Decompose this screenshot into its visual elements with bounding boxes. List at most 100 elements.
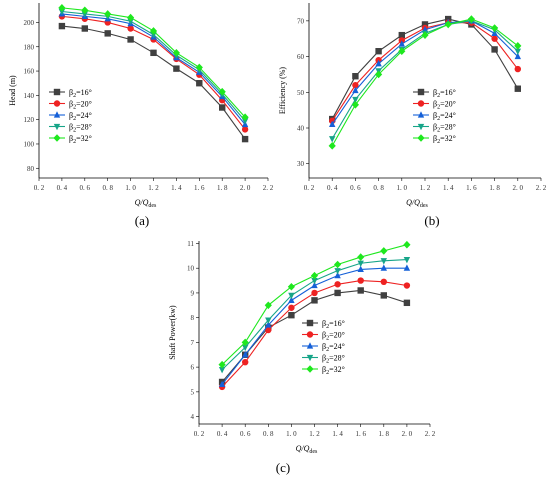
data-point [398,31,405,39]
y-tick-label: 11 [187,240,194,248]
data-point [150,31,157,39]
head-chart-panel: 0. 2 0. 4 0. 6 0. 8 1. 0 1. 2 1. 4 1. 6 1. 8 2. 0… [8,3,274,228]
x-tick-label: 1. 6 [355,430,366,438]
x-tick-label: 1. 0 [125,184,136,192]
legend-marker [53,100,61,107]
data-point [357,277,364,284]
legend-marker [306,319,314,327]
y-tick-label: 4 [191,413,195,421]
y-tick-label: 9 [191,289,195,297]
y-axis-label: Shaft Power(kw) [168,305,177,360]
x-tick-label: 2. 2 [536,184,547,192]
x-tick-label: 0. 6 [240,430,251,438]
data-point [334,268,341,275]
data-point [127,25,134,32]
data-point [491,24,499,32]
y-tick-label: 6 [191,364,195,372]
data-point [81,6,89,15]
data-point [403,256,411,264]
data-point [514,52,521,60]
x-axis-label: Q/Qdes [296,444,318,455]
data-point [514,65,521,73]
data-point [127,36,134,43]
data-point [265,326,272,334]
legend-label: β2=32° [69,134,92,145]
legend-marker [306,331,314,338]
data-point [403,299,411,307]
legend-marker [53,111,61,118]
x-tick-label: 1. 8 [489,184,500,192]
data-point [241,135,249,143]
legend-label: β2=24° [322,342,345,353]
data-point [104,10,112,18]
data-point [264,301,272,310]
legend-marker [306,365,314,373]
x-tick-label: 1. 2 [420,184,431,192]
data-point [311,297,318,304]
data-point [334,271,341,279]
x-tick-label: 1. 0 [286,430,297,438]
data-point [352,96,359,104]
x-tick-label: 1. 4 [171,184,182,192]
legend-label: β2=32° [322,365,345,376]
x-tick-label: 1. 8 [379,430,390,438]
data-point [421,21,429,28]
x-tick-label: 0. 6 [80,184,91,192]
data-point [357,253,365,261]
data-point [375,59,382,67]
series-line-1 [221,280,407,388]
data-point [329,120,336,128]
data-point [127,18,134,26]
y-tick-label: 30 [297,160,305,168]
legend-marker [306,342,314,349]
legend-marker [53,134,61,142]
x-tick-label: 1. 6 [466,184,477,192]
data-point [375,48,382,55]
data-point [398,40,405,47]
x-tick-label: 1. 6 [194,184,205,192]
x-axis-label: Q/Qdes [135,198,157,209]
data-point [514,42,522,50]
data-point [218,380,226,388]
legend-marker [53,88,61,96]
y-axis-label: Head (m) [8,75,17,106]
data-point [491,46,498,53]
data-point [357,287,364,294]
data-point [352,86,359,94]
x-tick-label: 1. 2 [148,184,159,192]
data-point [403,240,411,249]
legend-label: β2=32° [433,134,456,145]
data-point [81,11,88,18]
data-point [351,100,359,109]
data-point [334,281,341,288]
series-line-0 [221,289,408,383]
data-point [334,260,342,269]
x-tick-label: 1. 4 [332,430,343,438]
data-point [241,118,249,125]
y-tick-label: 180 [24,43,35,51]
x-tick-label: 0. 8 [373,184,384,192]
y-tick-label: 50 [297,89,305,97]
legend-marker [53,123,61,131]
data-point [444,20,452,29]
data-point [58,8,66,16]
data-point [380,264,387,271]
data-point [218,87,226,96]
x-tick-label: 0. 8 [263,430,274,438]
data-point [218,366,226,374]
data-point [81,25,88,32]
x-tick-label: 2. 2 [263,184,274,192]
data-point [311,277,318,285]
legend-label: β2=28° [433,123,456,134]
data-point [241,113,249,122]
data-point [514,85,521,92]
x-tick-label: 0. 4 [327,184,338,192]
data-point [150,49,157,57]
data-point [242,358,249,366]
data-point [196,80,203,87]
y-axis-label: Efficiency (%) [278,67,287,114]
data-point [334,289,341,297]
legend-label: β2=20° [322,331,345,342]
y-tick-label: 140 [24,92,35,100]
y-tick-label: 120 [24,116,35,124]
